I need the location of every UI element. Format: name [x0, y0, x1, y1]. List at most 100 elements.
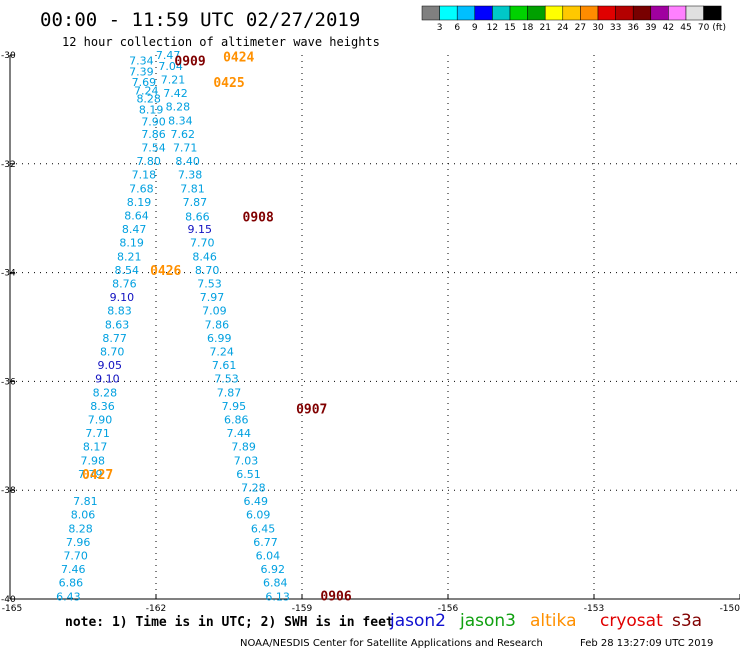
colorbar-label: 42: [663, 23, 674, 33]
swh-data-point: 8.83: [107, 305, 132, 318]
colorbar-label: 39: [645, 23, 657, 33]
swh-data-point: 8.19: [119, 237, 144, 250]
swh-data-point: 8.70: [195, 264, 220, 277]
swh-data-point: 7.53: [197, 277, 222, 290]
swh-data-point: 6.09: [246, 509, 271, 522]
swh-data-point: 6.84: [263, 577, 288, 590]
colorbar-swatch: [527, 5, 546, 21]
x-tick-label: -165: [2, 604, 22, 614]
swh-data-point: 7.89: [231, 441, 256, 454]
colorbar-swatch: [474, 5, 493, 21]
colorbar-swatch: [685, 5, 704, 21]
swh-data-point: 7.79: [78, 468, 103, 481]
swh-data-point: 7.71: [173, 141, 198, 154]
swh-data-point: 7.68: [129, 182, 154, 195]
note-text: note: 1) Time is in UTC; 2) SWH is in fe…: [65, 615, 394, 630]
swh-data-point: 7.47: [156, 49, 181, 62]
colorbar-label: 30: [592, 23, 604, 33]
y-tick-label: -36: [1, 377, 16, 387]
swh-data-point: 7.53: [214, 373, 239, 386]
grid: [10, 55, 740, 599]
swh-data-point: 7.28: [241, 481, 266, 494]
colorbar-swatch: [580, 5, 599, 21]
swh-data-point: 8.28: [166, 101, 191, 114]
swh-data-point: 7.80: [136, 155, 161, 168]
plot-area: -30 -32 -34 -36 -38 -40-165 -162 -159 -156 -153 -1…: [1, 49, 740, 614]
x-tick-label: -150: [720, 604, 740, 614]
colorbar-label: 36: [627, 23, 639, 33]
legend: jason2 jason3 altika cryosat s3a: [389, 611, 702, 631]
swh-data-point: 6.43: [56, 590, 81, 603]
swh-data-point: 8.70: [100, 345, 125, 358]
swh-data-point: 8.36: [90, 400, 115, 413]
swh-data-point: 6.13: [265, 590, 290, 603]
colorbar-swatch: [439, 5, 458, 21]
swh-data-point: 8.28: [136, 93, 161, 106]
colorbar-swatch: [509, 5, 528, 21]
swh-data-point: 9.15: [188, 223, 213, 236]
swh-data-point: 7.69: [132, 76, 157, 89]
swh-data-point: 7.96: [66, 536, 91, 549]
swh-data-point: 7.98: [80, 454, 105, 467]
colorbar-label: 12: [487, 23, 498, 33]
swh-data-point: 8.54: [115, 264, 140, 277]
colorbar-label: 3: [437, 23, 443, 33]
swh-data-point: 7.42: [163, 87, 188, 100]
swh-data-point: 6.99: [207, 332, 232, 345]
swh-data-point: 7.62: [171, 128, 196, 141]
swh-data-point: 7.44: [226, 427, 251, 440]
chart-subtitle: 12 hour collection of altimeter wave hei…: [62, 35, 380, 49]
swh-data-point: 7.24: [209, 345, 234, 358]
credit-text: NOAA/NESDIS Center for Satellite Applica…: [240, 638, 543, 649]
swh-data-point: 6.86: [224, 413, 249, 426]
swh-data-point: 8.21: [117, 250, 142, 263]
colorbar-label: 27: [575, 23, 586, 33]
swh-data-point: 8.64: [124, 209, 149, 222]
swh-data-point: 7.39: [129, 65, 154, 78]
swh-data-point: 8.34: [168, 114, 193, 127]
swh-data-point: 7.71: [85, 427, 110, 440]
generated-timestamp: Feb 28 13:27:09 UTC 2019: [580, 638, 713, 649]
swh-data-point: 8.76: [112, 277, 137, 290]
colorbar-swatch: [615, 5, 634, 21]
track-time-label: 0425: [213, 76, 244, 91]
swh-data-point: 8.06: [71, 509, 96, 522]
colorbar-swatch: [650, 5, 669, 21]
swh-data-point: 8.19: [139, 103, 164, 116]
swh-data-point: 7.34: [129, 54, 154, 67]
colorbar-swatch: [703, 5, 722, 21]
swh-data-point: 7.87: [183, 196, 208, 209]
swh-data-point: 8.28: [93, 386, 118, 399]
swh-data-point: 7.38: [178, 169, 203, 182]
swh-data-point: 7.90: [141, 115, 166, 128]
swh-data-point: 7.70: [190, 237, 215, 250]
colorbar-swatch: [544, 5, 564, 21]
swh-data-point: 7.86: [205, 318, 230, 331]
y-tick-label: -32: [1, 160, 16, 170]
x-tick-label: -156: [438, 604, 459, 614]
swh-data-point: 7.09: [202, 305, 227, 318]
colorbar-swatch: [562, 5, 581, 21]
swh-data-point: 7.54: [141, 141, 166, 154]
legend-entry-cryosat: cryosat: [600, 611, 663, 631]
swh-data-point: 8.28: [68, 522, 93, 535]
swh-data-point: 7.21: [161, 73, 186, 86]
track-time-label: 0908: [243, 211, 274, 226]
colorbar-swatch: [456, 5, 476, 21]
legend-entry-jason2: jason2: [389, 611, 446, 631]
swh-data-point: 7.90: [88, 413, 113, 426]
swh-data-point: 8.77: [102, 332, 127, 345]
legend-entry-jason3: jason3: [459, 611, 516, 631]
y-tick-label: -34: [1, 269, 16, 279]
swh-data-point: 7.87: [217, 386, 242, 399]
colorbar-label: 70: [698, 23, 710, 33]
colorbar-label: 18: [522, 23, 534, 33]
swh-data-point: 6.86: [59, 577, 84, 590]
legend-entry-altika: altika: [530, 611, 577, 631]
swh-data-point: 9.05: [98, 359, 123, 372]
swh-data-point: 8.47: [122, 223, 147, 236]
track-time-label: 0424: [223, 51, 254, 66]
colorbar-swatch: [597, 5, 616, 21]
track-time-label: 0909: [174, 54, 205, 69]
colorbar-label: 45: [680, 23, 691, 33]
